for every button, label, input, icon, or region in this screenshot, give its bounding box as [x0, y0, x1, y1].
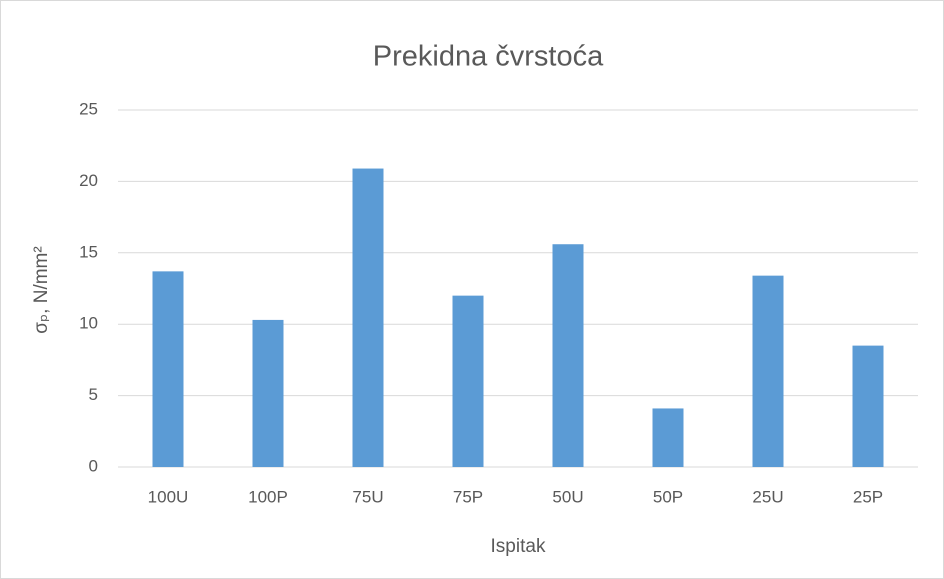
x-tick-label: 75U	[352, 487, 383, 506]
x-tick-label: 50P	[653, 487, 683, 506]
y-tick-label: 25	[79, 99, 98, 118]
y-tick-label: 20	[79, 171, 98, 190]
bar	[752, 275, 784, 467]
bar	[352, 168, 384, 467]
chart-title: Prekidna čvrstoća	[373, 41, 604, 73]
x-axis-label: Ispitak	[491, 536, 546, 557]
x-tick-label: 100P	[248, 487, 288, 506]
x-tick-label: 50U	[552, 487, 583, 506]
bar	[852, 345, 884, 467]
bar	[652, 408, 684, 467]
bar	[152, 271, 184, 467]
x-tick-label: 75P	[453, 487, 483, 506]
bar	[552, 244, 584, 467]
y-tick-label: 15	[79, 242, 98, 261]
y-tick-label: 0	[89, 456, 98, 475]
bar	[252, 319, 284, 467]
y-axis-label: σₚ, N/mm²	[31, 246, 52, 333]
y-tick-label: 10	[79, 314, 98, 333]
x-tick-label: 25U	[752, 487, 783, 506]
bar	[452, 295, 484, 467]
x-tick-label: 100U	[148, 487, 189, 506]
x-tick-label: 25P	[853, 487, 883, 506]
y-tick-label: 5	[89, 385, 98, 404]
